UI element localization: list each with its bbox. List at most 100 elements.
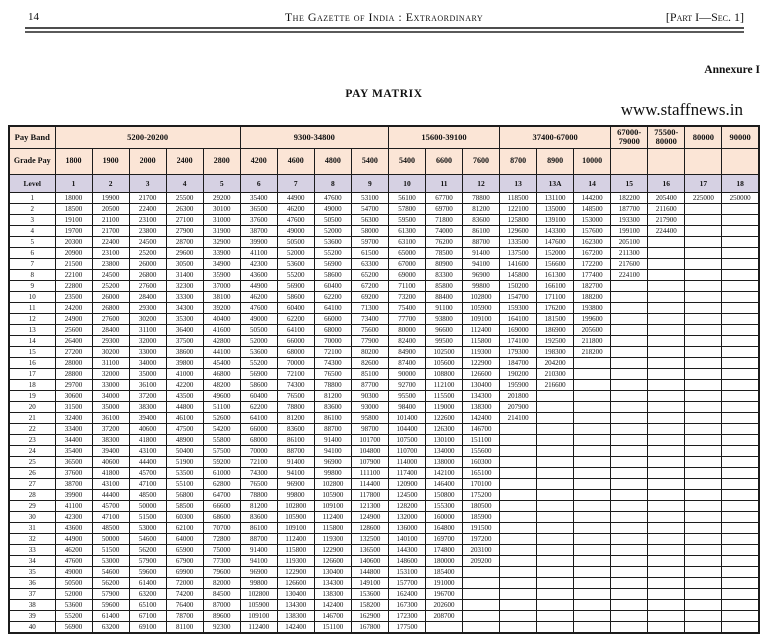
pay-cell	[721, 466, 760, 479]
pay-cell: 84500	[202, 587, 241, 600]
pay-cell: 109100	[239, 609, 278, 622]
pay-cell	[647, 301, 686, 314]
pay-cell: 41800	[91, 466, 130, 479]
pay-cell	[573, 378, 612, 391]
pay-cell: 208700	[424, 609, 464, 622]
pay-cell	[573, 444, 612, 457]
pay-cell: 57900	[91, 587, 130, 600]
pay-cell	[462, 576, 501, 589]
pay-cell: 67100	[128, 609, 167, 622]
row-index-cell: 3	[8, 213, 56, 226]
pay-cell: 88700	[239, 532, 278, 545]
pay-cell	[684, 268, 723, 281]
row-index-cell: 19	[8, 389, 56, 402]
pay-cell: 81200	[462, 202, 501, 215]
pay-cell: 53600	[313, 235, 352, 248]
pay-cell: 28000	[54, 356, 93, 369]
pay-cell: 19700	[54, 224, 93, 237]
pay-cell	[610, 290, 649, 303]
pay-cell: 31100	[91, 356, 130, 369]
pay-cell: 98400	[387, 400, 426, 413]
pay-cell: 129600	[499, 224, 538, 237]
pay-cell: 74300	[313, 356, 352, 369]
matrix-row: 19 30600 34000 37200 43500 49600 60400 76500 812…	[8, 389, 760, 402]
pay-cell	[684, 543, 723, 556]
pay-cell: 31400	[165, 268, 204, 281]
pay-cell: 42800	[202, 334, 241, 347]
pay-cell: 65100	[128, 598, 167, 611]
pay-cell: 32000	[91, 367, 130, 380]
pay-cell: 38700	[54, 477, 93, 490]
pay-cell: 182200	[610, 191, 649, 204]
level-cell: 15	[610, 173, 649, 193]
matrix-row: 8 22100 24500 26800 31400 35900 43600 55200 5860…	[8, 268, 760, 281]
pay-cell: 53600	[276, 257, 315, 270]
pay-cell	[721, 532, 760, 545]
pay-cell: 29300	[128, 301, 167, 314]
level-cell: 17	[684, 173, 723, 193]
pay-cell	[573, 543, 612, 556]
pay-cell: 22800	[54, 279, 93, 292]
pay-cell: 184700	[499, 356, 538, 369]
pay-cell: 48500	[128, 488, 167, 501]
pay-cell: 84900	[387, 345, 426, 358]
pay-cell: 72100	[313, 345, 352, 358]
pay-cell: 83600	[239, 510, 278, 523]
pay-cell: 50500	[54, 576, 93, 589]
pay-cell: 99800	[462, 279, 501, 292]
pay-cell: 58600	[239, 378, 278, 391]
pay-cell: 29600	[165, 246, 204, 259]
pay-cell: 95500	[387, 389, 426, 402]
pay-cell	[684, 411, 723, 424]
pay-cell: 42300	[54, 510, 93, 523]
pay-cell: 55200	[54, 609, 93, 622]
pay-cell	[499, 499, 538, 512]
pay-cell: 105900	[462, 301, 501, 314]
pay-cell	[721, 543, 760, 556]
pay-cell	[647, 466, 686, 479]
pay-cell: 64100	[313, 301, 352, 314]
pay-cell: 35000	[128, 367, 167, 380]
pay-cell: 156600	[536, 257, 575, 270]
pay-cell	[573, 609, 612, 622]
pay-cell: 33000	[91, 378, 130, 391]
pay-cell: 118500	[499, 191, 538, 204]
pay-cell	[536, 477, 575, 490]
pay-cell: 99500	[424, 334, 464, 347]
pay-cell: 218200	[573, 345, 612, 358]
matrix-row: 33 46200 51500 56200 65900 75000 91400 115800 12…	[8, 543, 760, 556]
watermark-text: www.staffnews.in	[620, 100, 743, 119]
pay-cell: 175200	[462, 488, 501, 501]
pay-cell: 158200	[350, 598, 389, 611]
pay-cell: 52000	[313, 224, 352, 237]
row-index-cell: 17	[8, 367, 56, 380]
pay-cell: 70000	[313, 334, 352, 347]
pay-cell: 73400	[350, 312, 389, 325]
pay-cell: 133500	[499, 235, 538, 248]
grade-pay-cell: 4600	[276, 147, 315, 175]
pay-cell	[721, 411, 760, 424]
pay-cell: 58500	[165, 499, 204, 512]
pay-cell: 73200	[387, 290, 426, 303]
pay-cell: 142400	[462, 411, 501, 424]
level-cell: 18	[721, 173, 760, 193]
pay-cell: 170100	[462, 477, 501, 490]
pay-cell: 165100	[462, 466, 501, 479]
pay-cell: 204200	[536, 356, 575, 369]
pay-cell: 216600	[536, 378, 575, 391]
pay-cell	[647, 279, 686, 292]
pay-cell: 109100	[276, 521, 315, 534]
pay-cell	[647, 543, 686, 556]
pay-cell: 197200	[462, 532, 501, 545]
pay-cell: 96900	[276, 477, 315, 490]
pay-cell: 45400	[202, 356, 241, 369]
pay-cell: 119000	[424, 400, 464, 413]
level-cell: 2	[91, 173, 130, 193]
pay-cell	[610, 620, 649, 633]
pay-cell: 64100	[276, 323, 315, 336]
pay-cell: 92300	[202, 620, 241, 633]
pay-cell	[721, 510, 760, 523]
pay-cell: 124500	[387, 488, 426, 501]
pay-cell: 26800	[128, 268, 167, 281]
pay-cell: 45700	[91, 499, 130, 512]
